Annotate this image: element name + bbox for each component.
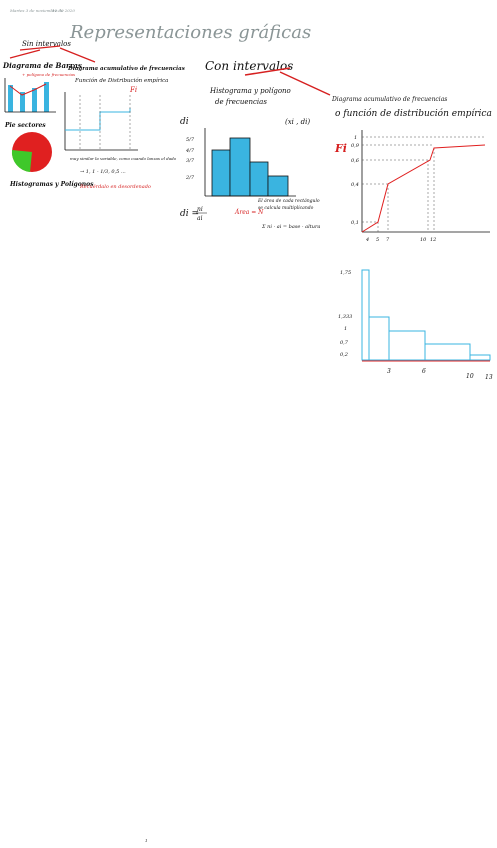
formula: ai	[197, 215, 203, 222]
tick: 1	[354, 135, 357, 141]
tick: 0,6	[351, 158, 360, 164]
label: Sin intervalos	[22, 40, 71, 48]
tick: 4	[365, 237, 369, 243]
header-date: Martes 3 de noviembre de 2020	[9, 8, 75, 13]
tick: 1,333	[338, 314, 352, 320]
note: se calcula multiplicando	[258, 205, 314, 211]
heading: Pie sectores	[4, 122, 46, 129]
tick: 3	[387, 368, 391, 375]
axis	[64, 92, 138, 151]
connector	[244, 67, 331, 96]
note: El área de cada rectángulo	[257, 197, 320, 204]
tick: 5	[376, 237, 379, 243]
connector	[9, 45, 96, 63]
label: Con intervalos	[205, 59, 293, 73]
formula: ni	[197, 206, 203, 213]
tick: 1,75	[340, 270, 351, 276]
bar-sketch	[8, 82, 49, 112]
heading: de frecuencias	[215, 98, 267, 106]
note: + polígono de frecuencias	[22, 72, 75, 77]
histogram-sketch	[211, 137, 289, 197]
heading: o función de distribución empírica	[335, 108, 492, 119]
histogram-sketch	[361, 269, 491, 361]
tick: 12	[430, 237, 436, 243]
heading: Diagrama acumulativo de frecuencias	[67, 66, 185, 72]
tick: 13	[485, 374, 493, 381]
polygon	[9, 83, 47, 96]
heading: Histogramas y Polígonos	[9, 181, 94, 188]
tick: 2/7	[185, 175, 195, 181]
di: di	[180, 117, 189, 127]
tick: 0,4	[351, 182, 359, 188]
step	[65, 108, 131, 131]
note: Σ ni · ai = base · altura	[261, 224, 320, 230]
pie-slice	[11, 150, 33, 172]
tick: 0,1	[351, 220, 359, 226]
tick: 3/7	[186, 158, 195, 164]
ogive	[361, 144, 486, 233]
title: Representaciones gráficas	[69, 22, 311, 43]
heading: Histograma y polígono	[209, 87, 291, 95]
axis	[361, 130, 490, 233]
heading: Diagrama acumulativo de frecuencias	[331, 96, 447, 103]
tick: 0,2	[340, 352, 348, 358]
note: muy similar la variable, como cuando lan…	[70, 156, 177, 161]
page-number: 1	[145, 838, 148, 843]
axis	[204, 128, 296, 197]
tick: 10	[466, 373, 474, 380]
tick: 10	[420, 237, 427, 243]
tick: 1	[344, 326, 347, 332]
tick: 0,9	[351, 143, 360, 149]
fi: Fi	[334, 142, 347, 155]
fi: Fi	[129, 86, 137, 94]
heading: Diagrama de Barras	[2, 61, 82, 70]
tick: 0,7	[340, 340, 349, 346]
tick: 5/7	[186, 137, 195, 143]
tick: 7	[386, 237, 390, 243]
tick: 6	[422, 368, 426, 375]
area: Área = N	[234, 209, 264, 216]
axis	[4, 78, 56, 113]
header-time: 12:30	[52, 8, 64, 13]
formula: → 1, 1 - 1/3, 0,5 ...	[80, 169, 126, 175]
guide	[79, 95, 131, 150]
note: Recuérdalo en desordenado	[79, 183, 151, 190]
formula: di =	[180, 209, 199, 219]
point: (xi , di)	[285, 118, 310, 126]
guide	[362, 136, 485, 232]
heading: Función de Distribución empírica	[74, 77, 168, 84]
tick: 4/7	[185, 148, 195, 154]
